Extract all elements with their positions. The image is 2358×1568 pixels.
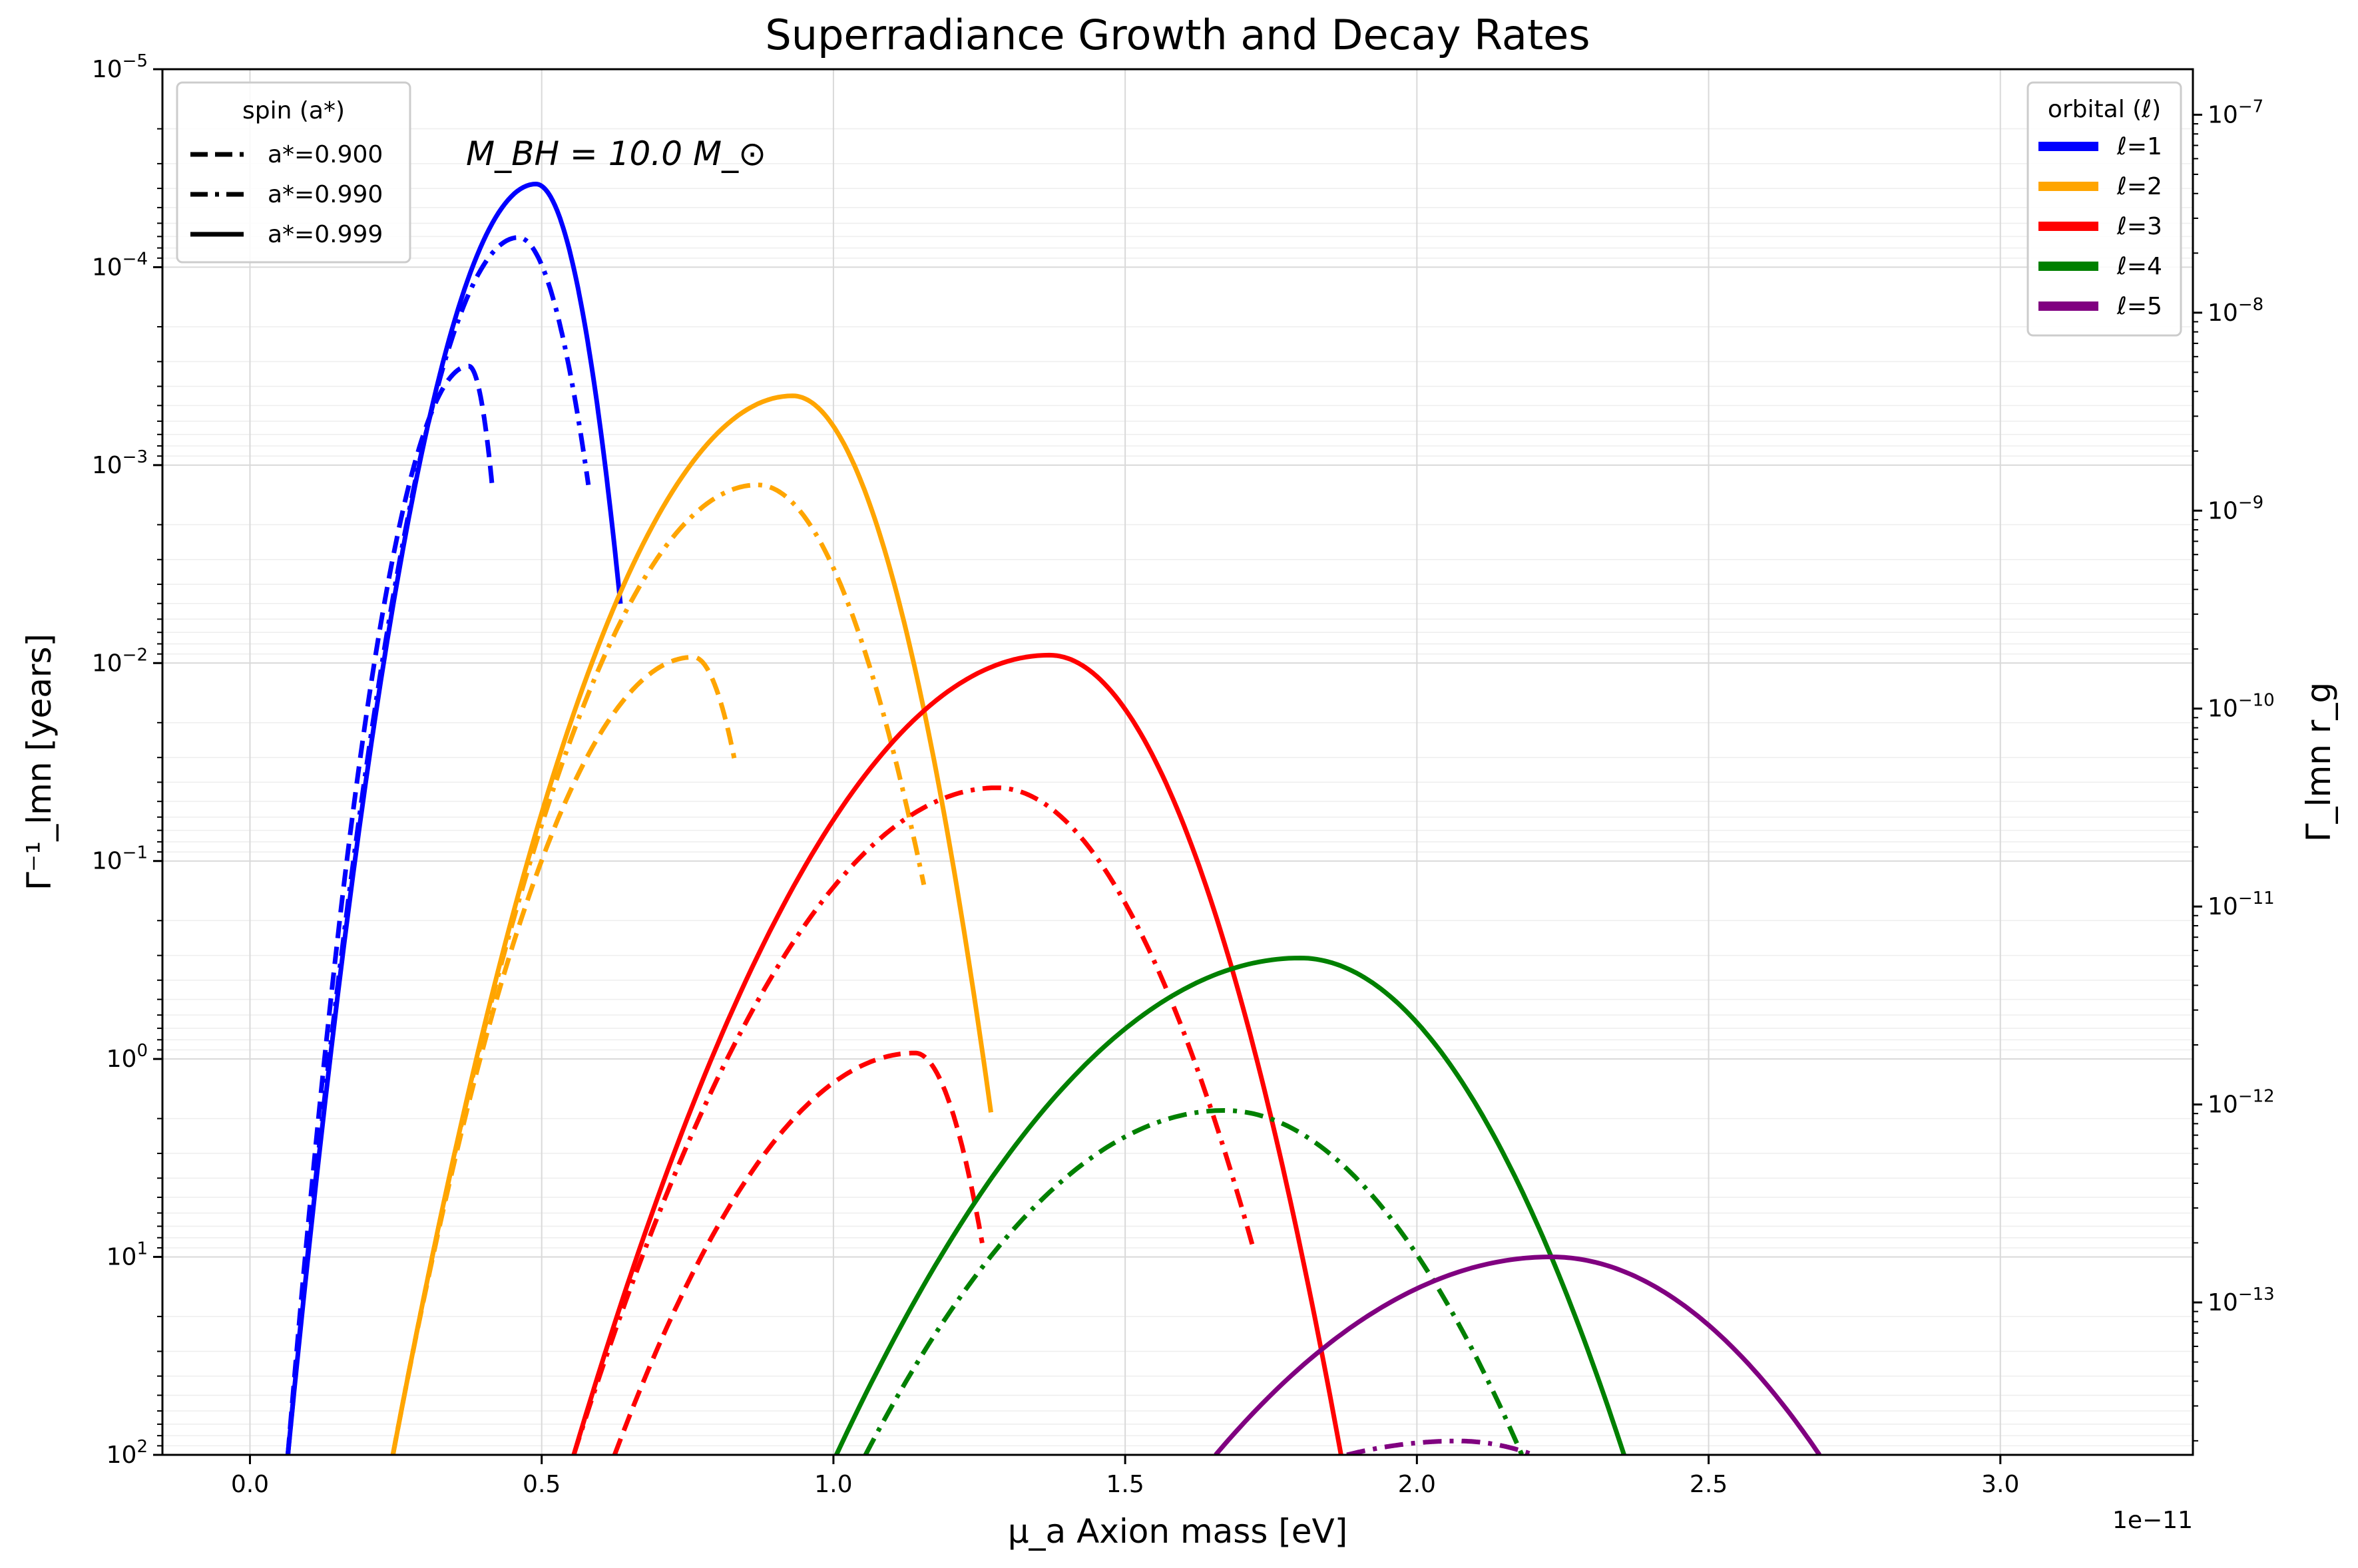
- legend-spin-title: spin (a*): [242, 97, 345, 124]
- y-left-tick-label: 10−3: [92, 447, 148, 479]
- series-line-l1-dashed: [285, 363, 495, 1455]
- plot-frame: [161, 68, 2194, 1456]
- y-left-tick-label: 10−5: [92, 51, 148, 83]
- y-left-tick-label: 10−4: [92, 249, 148, 281]
- series-line-l5-solid: [1214, 1255, 1821, 1455]
- x-tick-label: 1.5: [1106, 1471, 1144, 1498]
- series-lines: [285, 182, 1821, 1455]
- x-tick-label: 2.0: [1398, 1471, 1436, 1498]
- legend-spin-box: [176, 81, 411, 264]
- y-right-tick-label: 10−8: [2208, 295, 2263, 327]
- legend-orbital: orbital (ℓ) ℓ=1 ℓ=2 ℓ=3 ℓ=4 ℓ=5: [2026, 81, 2182, 337]
- y-right-tick-label: 10−13: [2208, 1284, 2275, 1316]
- y-right-tick-label: 10−7: [2208, 97, 2263, 128]
- y-left-tick-label: 101: [107, 1239, 148, 1271]
- legend-spin-label-0990: a*=0.990: [268, 181, 383, 208]
- legend-orbital-l4-label: ℓ=4: [2116, 253, 2162, 280]
- legend-spin: spin (a*) a*=0.900 a*=0.990 a*=0.999: [176, 81, 411, 264]
- series-line-l3-solid: [571, 652, 1343, 1455]
- series-line-l2-dashed: [390, 654, 737, 1455]
- y-right-tick-label: 10−9: [2208, 492, 2263, 524]
- legend-spin-label-0999: a*=0.999: [268, 221, 383, 248]
- x-tick-label: 2.5: [1690, 1471, 1728, 1498]
- axis-ticks: 102 101 100 10−1 10−2 10−3 10−4 10−5 10−13 10−12 1…: [92, 51, 2275, 1498]
- legend-orbital-l3-label: ℓ=3: [2116, 213, 2162, 240]
- mass-annotation: M_BH = 10.0 M_⊙: [466, 134, 766, 173]
- y-left-tick-label: 10−1: [92, 843, 148, 875]
- legend-orbital-l2-label: ℓ=2: [2116, 173, 2162, 200]
- chart-title: Superradiance Growth and Decay Rates: [765, 11, 1590, 59]
- x-tick-label: 3.0: [1981, 1471, 2019, 1498]
- x-axis-title: μ_a Axion mass [eV]: [1008, 1512, 1348, 1551]
- legend-orbital-l1-label: ℓ=1: [2116, 133, 2162, 160]
- y-left-tick-label: 100: [107, 1041, 148, 1073]
- series-line-l5-dashdot: [1345, 1438, 1535, 1455]
- series-line-l1-dashdot: [285, 235, 591, 1455]
- series-line-l4-solid: [834, 956, 1626, 1455]
- legend-spin-label-0900: a*=0.900: [268, 141, 383, 168]
- y-left-tick-label: 102: [107, 1437, 148, 1469]
- y-right-axis-title: Γ_lmn r_g: [2299, 682, 2338, 842]
- legend-orbital-l5-label: ℓ=5: [2116, 293, 2162, 320]
- series-line-l4-dashdot: [863, 1108, 1525, 1455]
- series-line-l3-dashed: [612, 1050, 985, 1455]
- y-right-tick-label: 10−10: [2208, 691, 2275, 723]
- series-line-l2-solid: [390, 393, 993, 1455]
- x-tick-label: 0.5: [523, 1471, 561, 1498]
- x-tick-label: 0.0: [231, 1471, 269, 1498]
- y-left-tick-label: 10−2: [92, 645, 148, 677]
- y-left-axis-title: Γ⁻¹_lmn [years]: [20, 634, 59, 890]
- x-offset-label: 1e−11: [2112, 1507, 2193, 1534]
- grid-lines: [162, 69, 2193, 1456]
- y-right-tick-label: 10−12: [2208, 1087, 2275, 1119]
- series-line-l1-solid: [285, 182, 623, 1455]
- y-right-tick-label: 10−11: [2208, 888, 2275, 920]
- legend-orbital-title: orbital (ℓ): [2048, 96, 2161, 123]
- series-line-l3-dashdot: [571, 785, 1256, 1455]
- x-tick-label: 1.0: [814, 1471, 852, 1498]
